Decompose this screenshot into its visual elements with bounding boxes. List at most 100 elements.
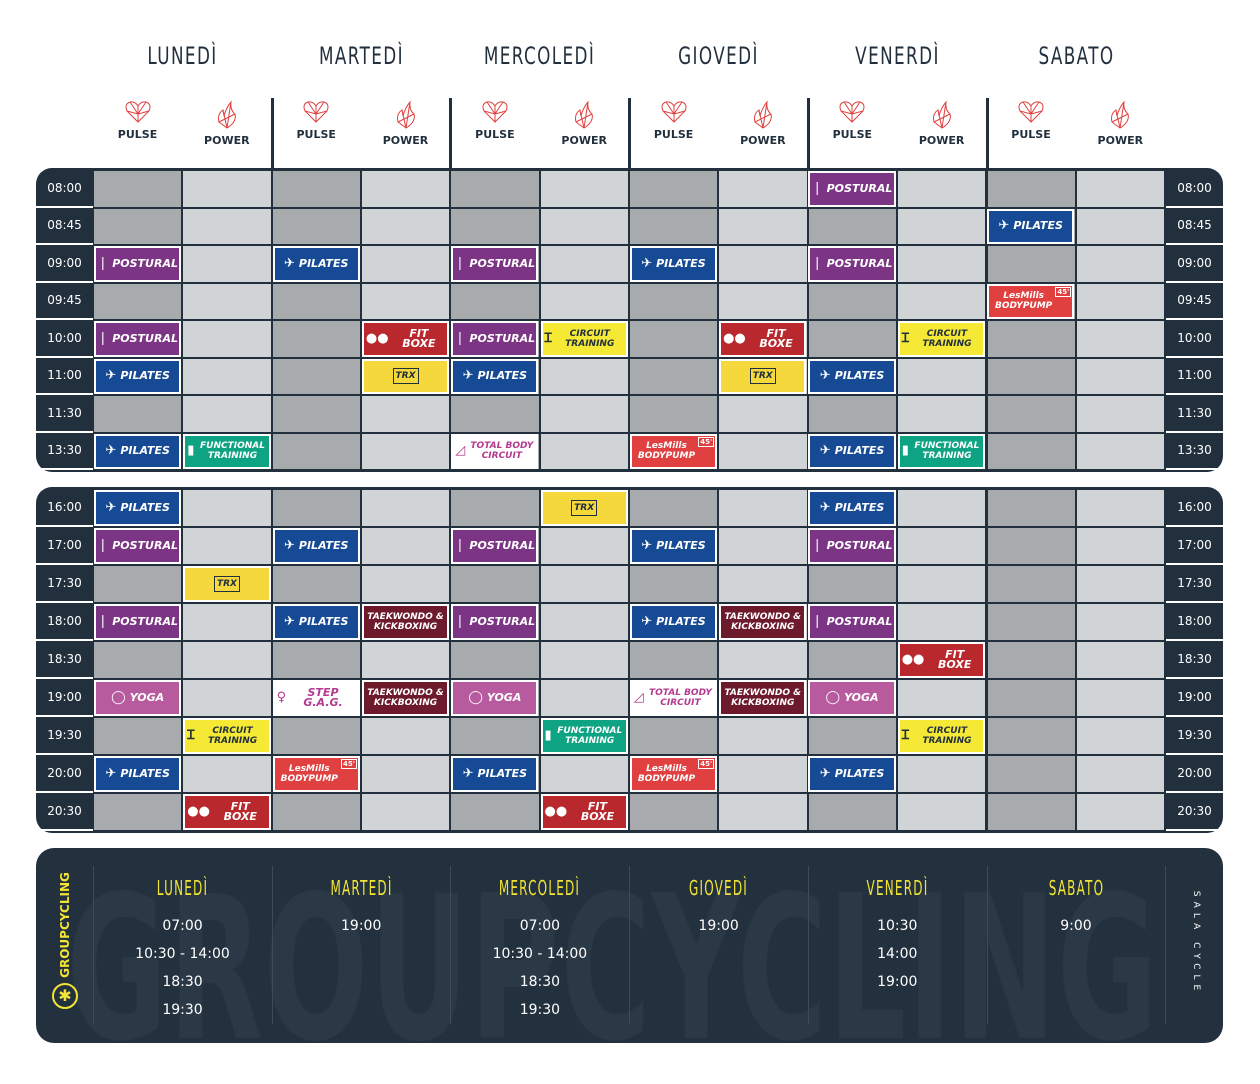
class-tkd[interactable]: TAEKWONDO & KICKBOXING [361, 604, 450, 640]
day-header: LUNEDÌ [147, 42, 218, 70]
class-postural[interactable]: ❘ POSTURAL [451, 528, 539, 564]
class-pilates[interactable]: ✈ PILATES [272, 604, 360, 640]
class-pilates[interactable]: ✈ PILATES [987, 208, 1075, 244]
schedule-cell [182, 641, 272, 679]
class-circuit[interactable]: Ɪ CIRCUIT TRAINING [897, 321, 985, 357]
class-pilates[interactable]: ✈ PILATES [629, 604, 718, 640]
class-label: PILATES [477, 369, 528, 383]
class-fitboxe[interactable]: ●● FIT BOXE [540, 794, 628, 830]
class-pilates[interactable]: ✈ PILATES [808, 756, 896, 792]
class-totalbody[interactable]: ◿ TOTAL BODY CIRCUIT [629, 680, 718, 716]
class-pilates[interactable]: ✈ PILATES [629, 246, 718, 282]
cycling-time: 19:00 [341, 918, 382, 934]
class-trx[interactable]: TRX [540, 490, 628, 526]
class-pilates[interactable]: ✈ PILATES [451, 756, 539, 792]
class-bodypump[interactable]: LesMills BODYPUMP 45' [272, 756, 360, 792]
class-label: CIRCUIT TRAINING [207, 726, 258, 746]
class-trx[interactable]: TRX [361, 358, 450, 394]
class-pilates[interactable]: ✈ PILATES [451, 358, 539, 394]
class-pilates[interactable]: ✈ PILATES [808, 433, 896, 469]
class-pilates[interactable]: ✈ PILATES [94, 358, 182, 394]
class-postural[interactable]: ❘ POSTURAL [94, 321, 182, 357]
subcolumn-pulse: PULSE [272, 100, 361, 141]
schedule-cell [450, 282, 540, 320]
class-fitboxe[interactable]: ●● FIT BOXE [183, 794, 271, 830]
class-label: POSTURAL [112, 331, 178, 345]
class-tkd[interactable]: TAEKWONDO & KICKBOXING [719, 680, 807, 716]
schedule-cell [718, 282, 808, 320]
schedule-cell [450, 717, 540, 755]
class-label: TAEKWONDO & KICKBOXING [367, 612, 444, 632]
schedule-cell [1075, 245, 1166, 283]
class-circuit[interactable]: Ɪ CIRCUIT TRAINING [540, 321, 628, 357]
schedule-cell [629, 489, 719, 527]
class-fitboxe[interactable]: ●● FIT BOXE [361, 321, 450, 357]
class-label: PILATES [298, 539, 349, 552]
class-trx[interactable]: TRX [719, 358, 807, 394]
class-yoga[interactable]: ◯ YOGA [808, 680, 896, 716]
schedule-cell [271, 207, 361, 245]
schedule-cell [271, 793, 361, 831]
time-label: 11:30 [1166, 395, 1223, 433]
time-label: 17:30 [1166, 565, 1223, 603]
class-label: TAEKWONDO & KICKBOXING [367, 688, 444, 708]
cycling-day-title: LUNEDÌ [156, 876, 209, 900]
class-label: FIT BOXE [938, 648, 972, 671]
class-yoga[interactable]: ◯ YOGA [451, 680, 539, 716]
class-totalbody[interactable]: ◿ TOTAL BODY CIRCUIT [451, 433, 539, 469]
schedule-cell [450, 641, 540, 679]
schedule-cell [539, 641, 629, 679]
class-postural[interactable]: ❘ POSTURAL [808, 171, 896, 207]
schedule-cell [93, 207, 183, 245]
class-bodypump[interactable]: LesMills BODYPUMP 45' [629, 433, 718, 469]
class-pilates[interactable]: ✈ PILATES [808, 490, 896, 526]
class-trx[interactable]: TRX [183, 566, 271, 602]
boxing-gloves-icon: ●● [723, 330, 746, 346]
schedule-cell [807, 641, 898, 679]
class-pilates[interactable]: ✈ PILATES [94, 490, 182, 526]
class-fitboxe[interactable]: ●● FIT BOXE [719, 321, 807, 357]
yoga-figure-icon: ◯ [111, 690, 126, 705]
class-pilates[interactable]: ✈ PILATES [629, 528, 718, 564]
schedule-cell [986, 432, 1076, 470]
schedule-cell [1075, 717, 1166, 755]
class-pilates[interactable]: ✈ PILATES [808, 358, 896, 394]
class-bodypump[interactable]: LesMills BODYPUMP 45' [629, 756, 718, 792]
class-pilates[interactable]: ✈ PILATES [94, 433, 182, 469]
class-circuit[interactable]: Ɪ CIRCUIT TRAINING [183, 718, 271, 754]
class-postural[interactable]: ❘ POSTURAL [808, 604, 896, 640]
class-postural[interactable]: ❘ POSTURAL [451, 604, 539, 640]
class-postural[interactable]: ❘ POSTURAL [451, 246, 539, 282]
class-tkd[interactable]: TAEKWONDO & KICKBOXING [719, 604, 807, 640]
schedule-cell [807, 395, 898, 433]
class-label: PILATES [298, 256, 349, 270]
class-pilates[interactable]: ✈ PILATES [94, 756, 182, 792]
class-pilates[interactable]: ✈ PILATES [272, 528, 360, 564]
heart-icon [808, 100, 897, 124]
class-postural[interactable]: ❘ POSTURAL [94, 528, 182, 564]
class-postural[interactable]: ❘ POSTURAL [808, 528, 896, 564]
class-postural[interactable]: ❘ POSTURAL [451, 321, 539, 357]
standing-figure-icon: ❘ [97, 538, 109, 553]
class-postural[interactable]: ❘ POSTURAL [94, 604, 182, 640]
class-label: TRX [749, 368, 776, 385]
class-functional[interactable]: ▮ FUNCTIONAL TRAINING [183, 433, 271, 469]
class-step[interactable]: ♀ STEP G.A.G. [272, 680, 360, 716]
time-label: 19:30 [1166, 717, 1223, 755]
class-postural[interactable]: ❘ POSTURAL [94, 246, 182, 282]
class-yoga[interactable]: ◯ YOGA [94, 680, 182, 716]
time-label: 20:30 [36, 793, 93, 831]
class-circuit[interactable]: Ɪ CIRCUIT TRAINING [897, 718, 985, 754]
class-pilates[interactable]: ✈ PILATES [272, 246, 360, 282]
class-functional[interactable]: ▮ FUNCTIONAL TRAINING [540, 718, 628, 754]
class-fitboxe[interactable]: ●● FIT BOXE [897, 642, 985, 678]
class-bodypump[interactable]: LesMills BODYPUMP 45' [987, 283, 1075, 319]
class-postural[interactable]: ❘ POSTURAL [808, 246, 896, 282]
class-tkd[interactable]: TAEKWONDO & KICKBOXING [361, 680, 450, 716]
schedule-cell [361, 489, 451, 527]
class-functional[interactable]: ▮ FUNCTIONAL TRAINING [897, 433, 985, 469]
schedule-cell [1075, 357, 1166, 395]
cycling-divider [450, 866, 452, 1024]
flame-icon [540, 100, 629, 130]
schedule-cell [718, 489, 808, 527]
